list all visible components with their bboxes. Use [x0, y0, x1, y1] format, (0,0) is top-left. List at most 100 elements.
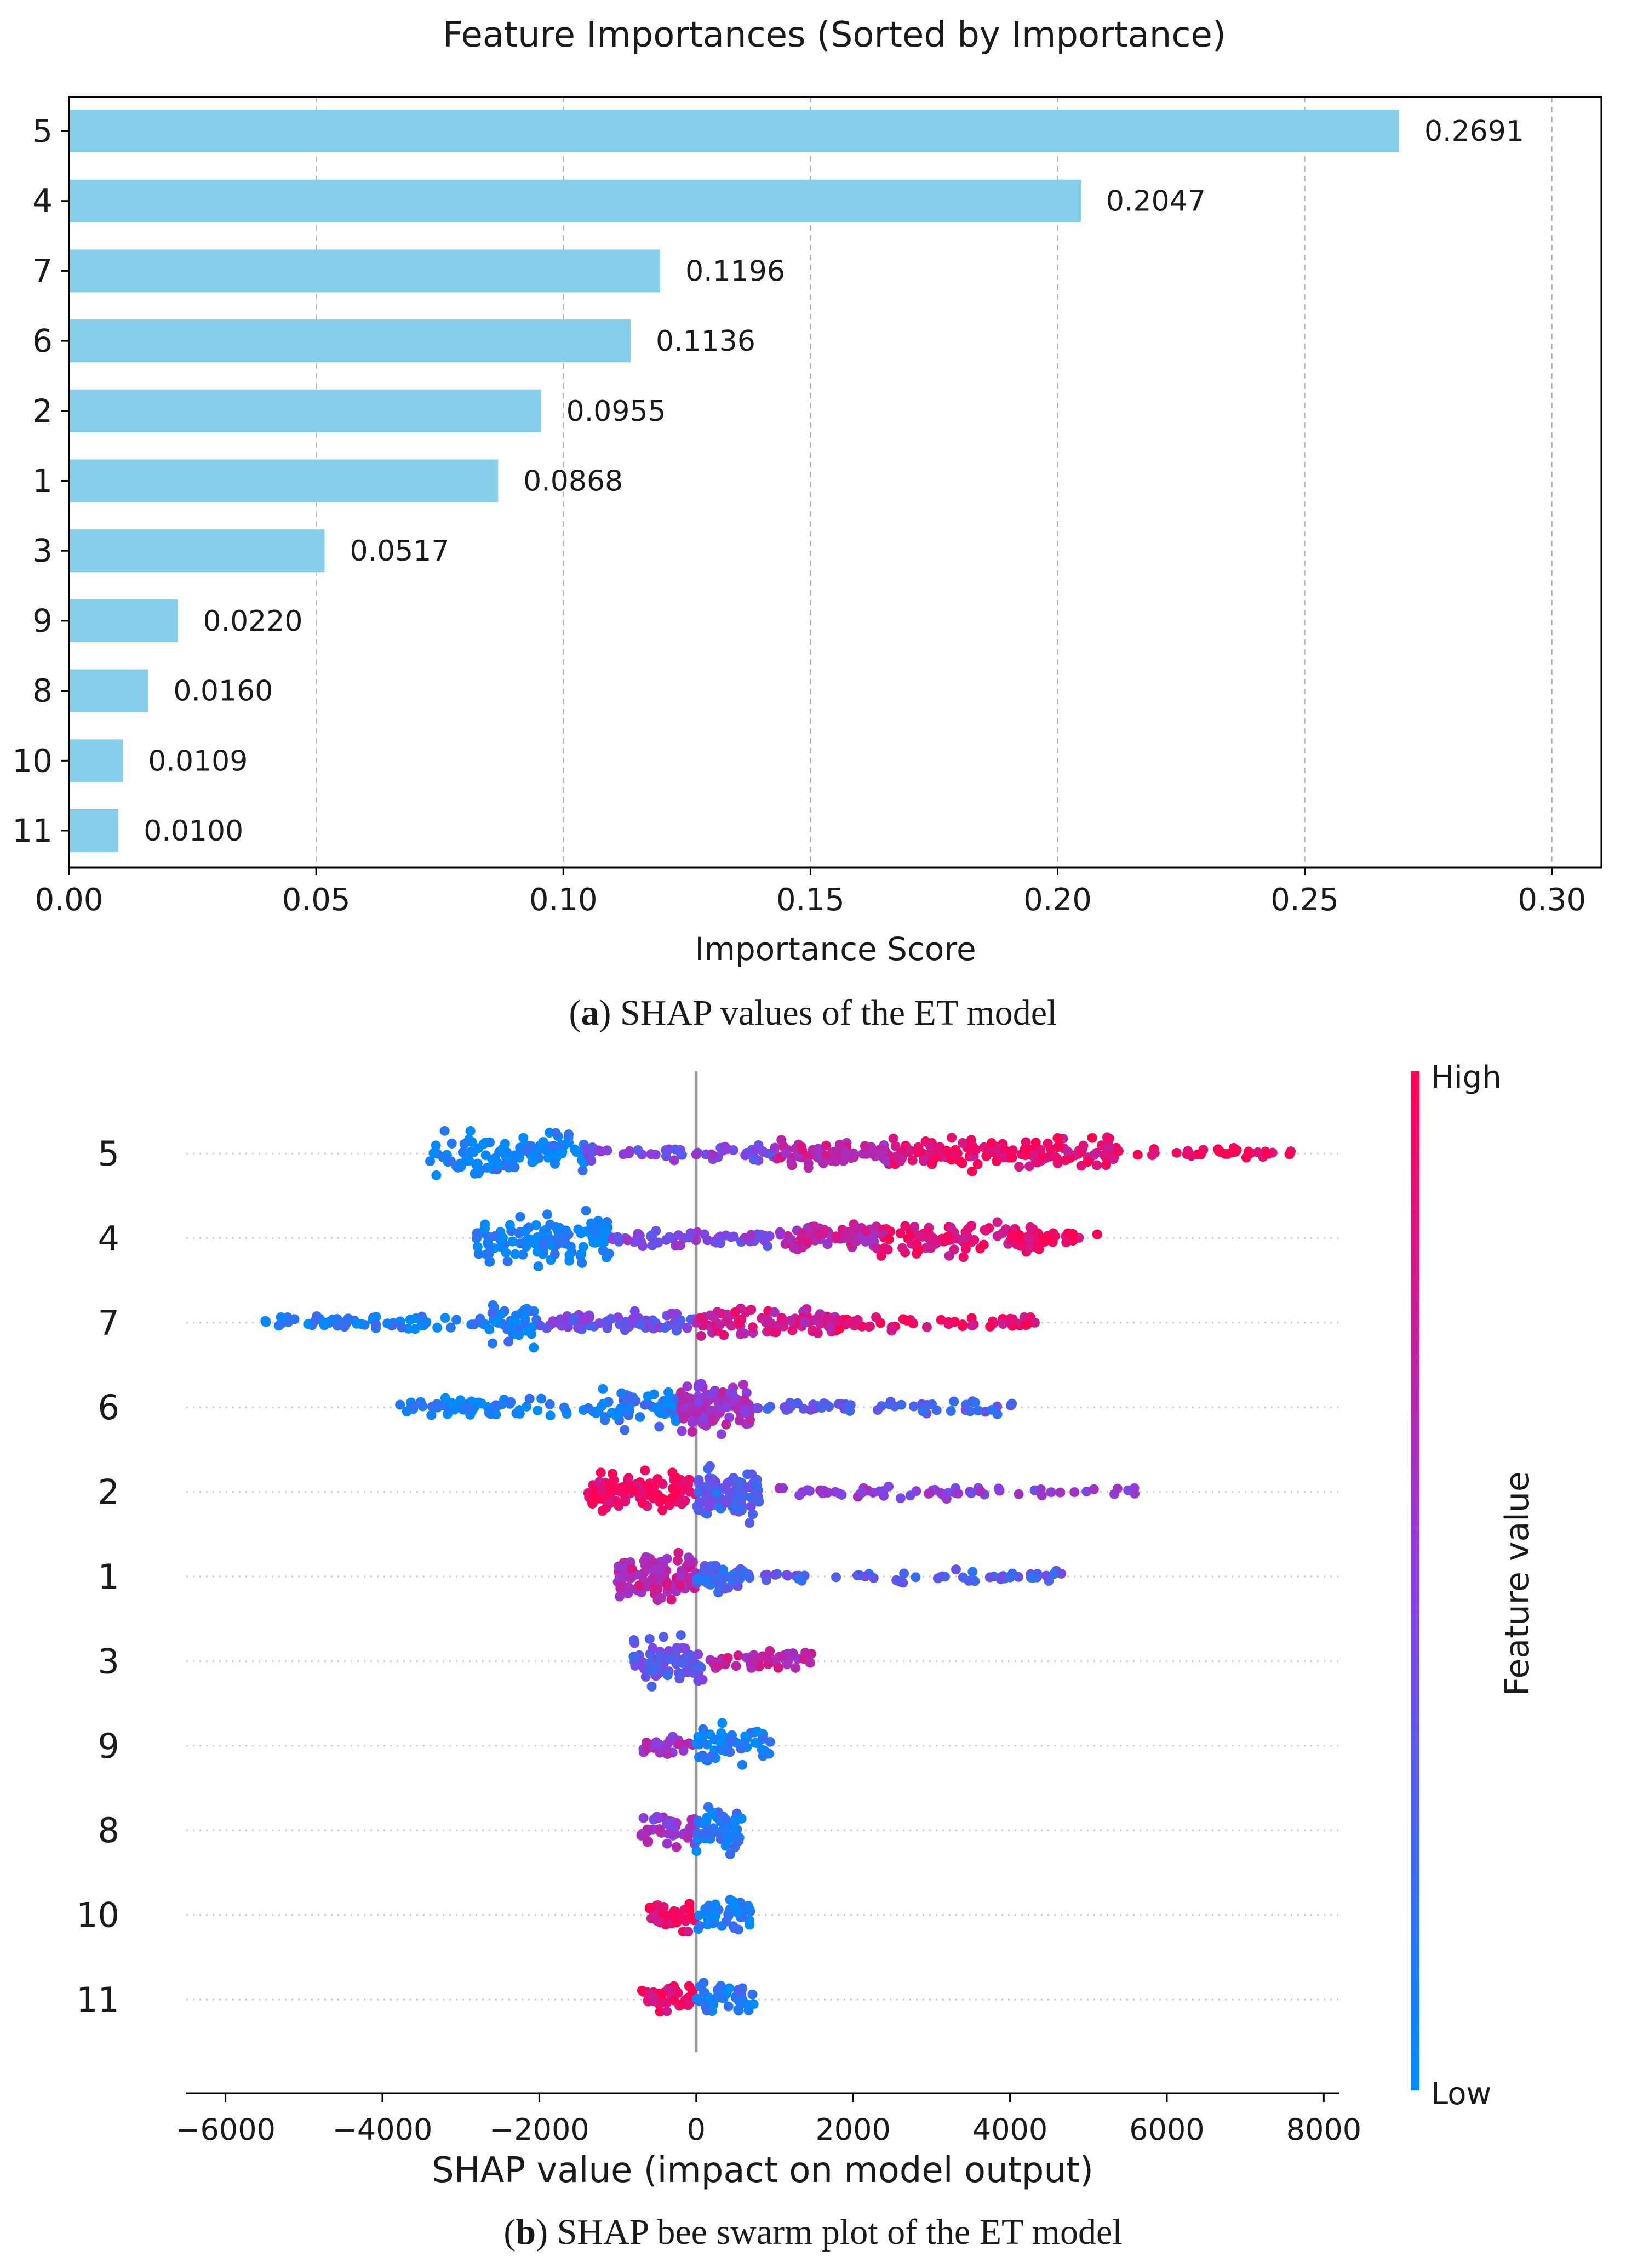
bar-4 [69, 179, 1081, 222]
beeswarm-dot [656, 1593, 666, 1603]
beeswarm-dot [1044, 1235, 1055, 1245]
beeswarm-dot [941, 1145, 952, 1156]
beeswarm-dot [643, 1399, 653, 1409]
beeswarm-dot [734, 1317, 744, 1328]
beeswarm-dot [739, 1328, 749, 1339]
beeswarm-dot [943, 1231, 953, 1242]
bar-8 [69, 669, 148, 712]
bar-value-label: 0.0220 [203, 605, 302, 638]
beeswarm-dot [548, 1140, 559, 1151]
beeswarm-dot [485, 1256, 495, 1267]
beeswarm-y-label: 7 [98, 1303, 119, 1343]
colorbar-gradient [1411, 1071, 1419, 2090]
beeswarm-dot [850, 1236, 861, 1247]
beeswarm-dot [545, 1399, 555, 1409]
beeswarm-dot [651, 1658, 662, 1668]
beeswarm-y-label: 8 [98, 1810, 119, 1850]
beeswarm-dot [529, 1156, 540, 1166]
beeswarm-dot [918, 1406, 928, 1416]
beeswarm-dot [1032, 1157, 1043, 1168]
beeswarm-dot [912, 1239, 922, 1249]
beeswarm-dot [1035, 1484, 1046, 1494]
beeswarm-dot [497, 1143, 508, 1153]
beeswarm-dot [1123, 1485, 1133, 1495]
beeswarm-dot [752, 1727, 763, 1737]
beeswarm-dot [666, 1595, 677, 1605]
beeswarm-dot [907, 1155, 918, 1166]
beeswarm-dot [657, 1505, 668, 1516]
beeswarm-dot [561, 1225, 571, 1236]
beeswarm-dot [670, 1318, 680, 1328]
beeswarm-y-label: 9 [98, 1726, 119, 1766]
beeswarm-dot [972, 1159, 983, 1169]
beeswarm-row-11 [637, 1978, 759, 2017]
beeswarm-dot [738, 1739, 749, 1749]
beeswarm-dot [904, 1145, 915, 1156]
beeswarm-dot [1083, 1157, 1093, 1167]
beeswarm-dot [1101, 1152, 1111, 1163]
beeswarm-dot [747, 1989, 758, 2000]
beeswarm-dot [878, 1487, 888, 1498]
beeswarm-dot [483, 1239, 494, 1250]
beeswarm-dot [998, 1152, 1009, 1163]
bar-value-label: 0.1136 [656, 325, 755, 358]
beeswarm-dot [583, 1403, 594, 1413]
beeswarm-y-label: 11 [76, 1980, 119, 2020]
beeswarm-dot [696, 1330, 706, 1341]
beeswarm-dot [831, 1572, 841, 1583]
beeswarm-dot [505, 1220, 515, 1230]
beeswarm-dot [467, 1137, 477, 1147]
beeswarm-dot [593, 1145, 604, 1156]
bar-chart-xlabel: Importance Score [695, 930, 976, 968]
beeswarm-dot [654, 1407, 664, 1417]
beeswarm-dot [684, 1998, 694, 2009]
beeswarm-dot [607, 1469, 617, 1479]
beeswarm-dot [734, 1415, 745, 1426]
beeswarm-dot [473, 1249, 484, 1259]
beeswarm-dot [664, 1232, 674, 1242]
beeswarm-dot [446, 1398, 457, 1408]
beeswarm-dot [971, 1145, 981, 1155]
bar-x-tick-label: 0.15 [776, 882, 845, 918]
beeswarm-dot [682, 1574, 692, 1585]
beeswarm-dot [432, 1322, 443, 1333]
beeswarm-dot [895, 1228, 906, 1238]
beeswarm-dot [932, 1145, 942, 1155]
beeswarm-dot [1069, 1487, 1080, 1498]
beeswarm-dot [648, 1992, 659, 2002]
beeswarm-dot [604, 1496, 614, 1507]
beeswarm-dot [691, 1149, 701, 1159]
beeswarm-dot [861, 1226, 872, 1237]
beeswarm-dot [612, 1498, 623, 1509]
beeswarm-dot [711, 1561, 721, 1572]
beeswarm-row-1 [612, 1547, 1067, 1606]
beeswarm-dot [769, 1307, 780, 1317]
beeswarm-dot [1024, 1241, 1035, 1251]
beeswarm-dot [532, 1247, 542, 1257]
beeswarm-dot [623, 1322, 634, 1332]
beeswarm-dot [750, 1738, 760, 1748]
beeswarm-dot [682, 1381, 692, 1392]
beeswarm-dot [564, 1129, 574, 1140]
beeswarm-dot [843, 1227, 853, 1237]
beeswarm-dot [1183, 1146, 1193, 1156]
beeswarm-dot [812, 1328, 823, 1339]
beeswarm-dot [1284, 1149, 1295, 1159]
beeswarm-dot [576, 1249, 587, 1259]
bar-11 [69, 809, 119, 852]
beeswarm-dot [710, 1899, 720, 1910]
beeswarm-dot [440, 1313, 450, 1323]
beeswarm-dot [781, 1148, 791, 1158]
beeswarm-dot [407, 1401, 417, 1412]
beeswarm-dot [653, 1490, 663, 1500]
beeswarm-row-7 [260, 1300, 1040, 1353]
beeswarm-dot [753, 1492, 763, 1502]
beeswarm-dot [730, 1814, 740, 1825]
beeswarm-dot [382, 1318, 393, 1329]
caption-b-text: ) SHAP bee swarm plot of the ET model [536, 2212, 1123, 2252]
bar-value-label: 0.0517 [350, 535, 449, 568]
beeswarm-dot [693, 1487, 703, 1498]
beeswarm-dot [964, 1575, 974, 1586]
beeswarm-dot [515, 1238, 525, 1249]
beeswarm-dot [885, 1397, 896, 1407]
